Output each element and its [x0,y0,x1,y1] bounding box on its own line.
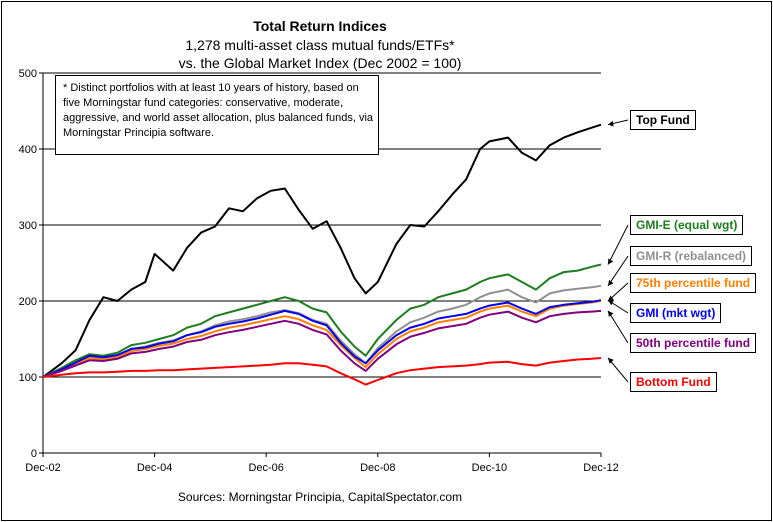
y-tick-label: 200 [19,296,37,308]
chart-subtitle-line-2: vs. the Global Market Index (Dec 2002 = … [178,55,462,71]
label-arrowhead [608,358,614,364]
series-label-bottom-fund: Bottom Fund [630,372,717,392]
label-arrowhead [608,120,614,127]
label-arrow [607,255,629,287]
label-arrow [607,310,629,344]
label-arrowhead [608,295,614,301]
chart-subtitle-line-1: 1,278 multi-asset class mutual funds/ETF… [185,37,455,53]
label-arrowhead [608,279,614,286]
series-label-gmi-mkt-wgt: GMI (mkt wgt) [630,303,722,323]
label-arrowhead [608,300,614,306]
x-tick-label: Dec-04 [137,462,172,474]
x-tick-label: Dec-02 [25,462,60,474]
y-tick-label: 0 [31,448,37,460]
y-tick-label: 500 [19,68,37,80]
y-tick-label: 300 [19,220,37,232]
x-tick-label: Dec-10 [472,462,507,474]
series-label-gmi-e-equal-wgt: GMI-E (equal wgt) [630,215,744,235]
x-tick-label: Dec-12 [583,462,618,474]
series-label-top-fund: Top Fund [630,110,696,130]
y-tick-label: 400 [19,144,37,156]
series-label-50th-percentile-fund: 50th percentile fund [630,333,757,353]
series-line-bottom-fund [42,357,602,386]
series-label-75th-percentile-fund: 75th percentile fund [630,273,757,293]
series-label-gmi-r-rebalanced: GMI-R (rebalanced) [630,246,753,266]
series-line-top-fund [42,123,602,378]
series-line-75th-percentile-fund [42,300,602,378]
footnote-box: * Distinct portfolios with at least 10 y… [55,75,379,155]
y-tick-label: 100 [19,372,37,384]
label-arrowhead [608,258,614,265]
chart-title: Total Return Indices [253,18,387,34]
label-arrowhead [608,310,614,317]
series-line-gmi-e-equal-wgt [42,263,602,378]
series-line-50th-percentile-fund [42,309,602,378]
x-tick-label: Dec-08 [360,462,395,474]
x-tick-label: Dec-06 [248,462,283,474]
label-arrow [607,224,629,265]
series-line-gmi-mkt-wgt [42,299,602,378]
source-text: Sources: Morningstar Principia, CapitalS… [177,490,463,504]
